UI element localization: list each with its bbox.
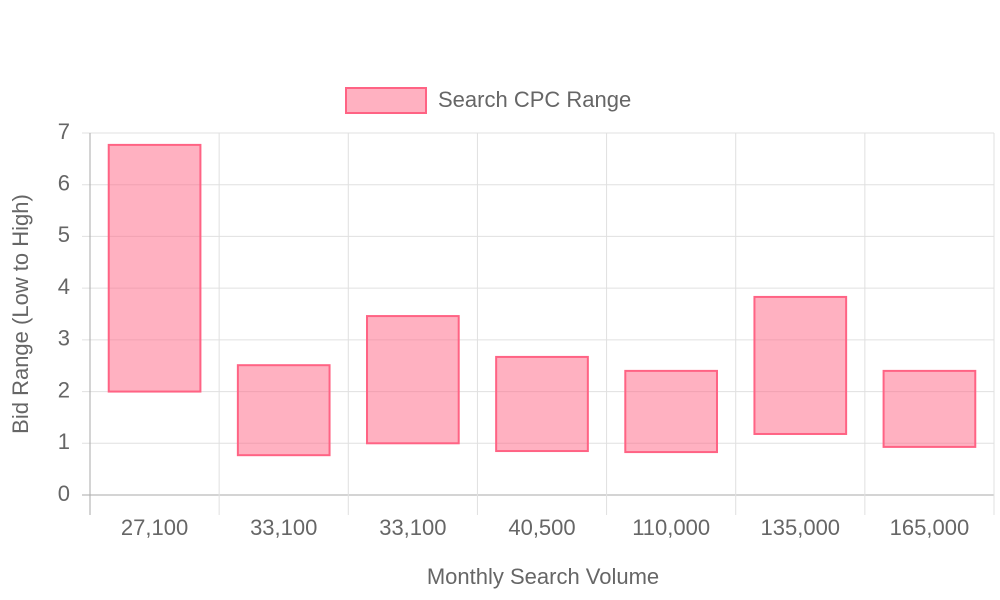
bar: [495, 355, 589, 453]
bar: [366, 315, 460, 445]
bar: [882, 369, 977, 448]
bar: [753, 295, 848, 435]
y-tick-label: 0: [58, 481, 70, 506]
y-axis-title: Bid Range (Low to High): [8, 194, 33, 434]
x-tick-label: 135,000: [761, 515, 841, 540]
x-tick-label: 165,000: [890, 515, 970, 540]
bar: [624, 369, 718, 454]
legend-label: Search CPC Range: [438, 87, 631, 112]
bar: [236, 364, 331, 457]
y-tick-label: 7: [58, 119, 70, 144]
x-tick-label: 33,100: [250, 515, 317, 540]
x-tick-label: 33,100: [379, 515, 446, 540]
y-tick-label: 4: [58, 274, 70, 299]
bar: [107, 143, 202, 393]
y-tick-label: 3: [58, 326, 70, 351]
x-tick-label: 40,500: [508, 515, 575, 540]
x-tick-label: 110,000: [632, 515, 710, 540]
legend-swatch: [345, 87, 427, 114]
y-tick-label: 1: [58, 429, 70, 454]
y-tick-label: 6: [58, 171, 70, 196]
y-tick-label: 5: [58, 222, 70, 247]
x-axis-title: Monthly Search Volume: [427, 564, 659, 589]
y-tick-label: 2: [58, 377, 70, 402]
x-tick-label: 27,100: [121, 515, 188, 540]
